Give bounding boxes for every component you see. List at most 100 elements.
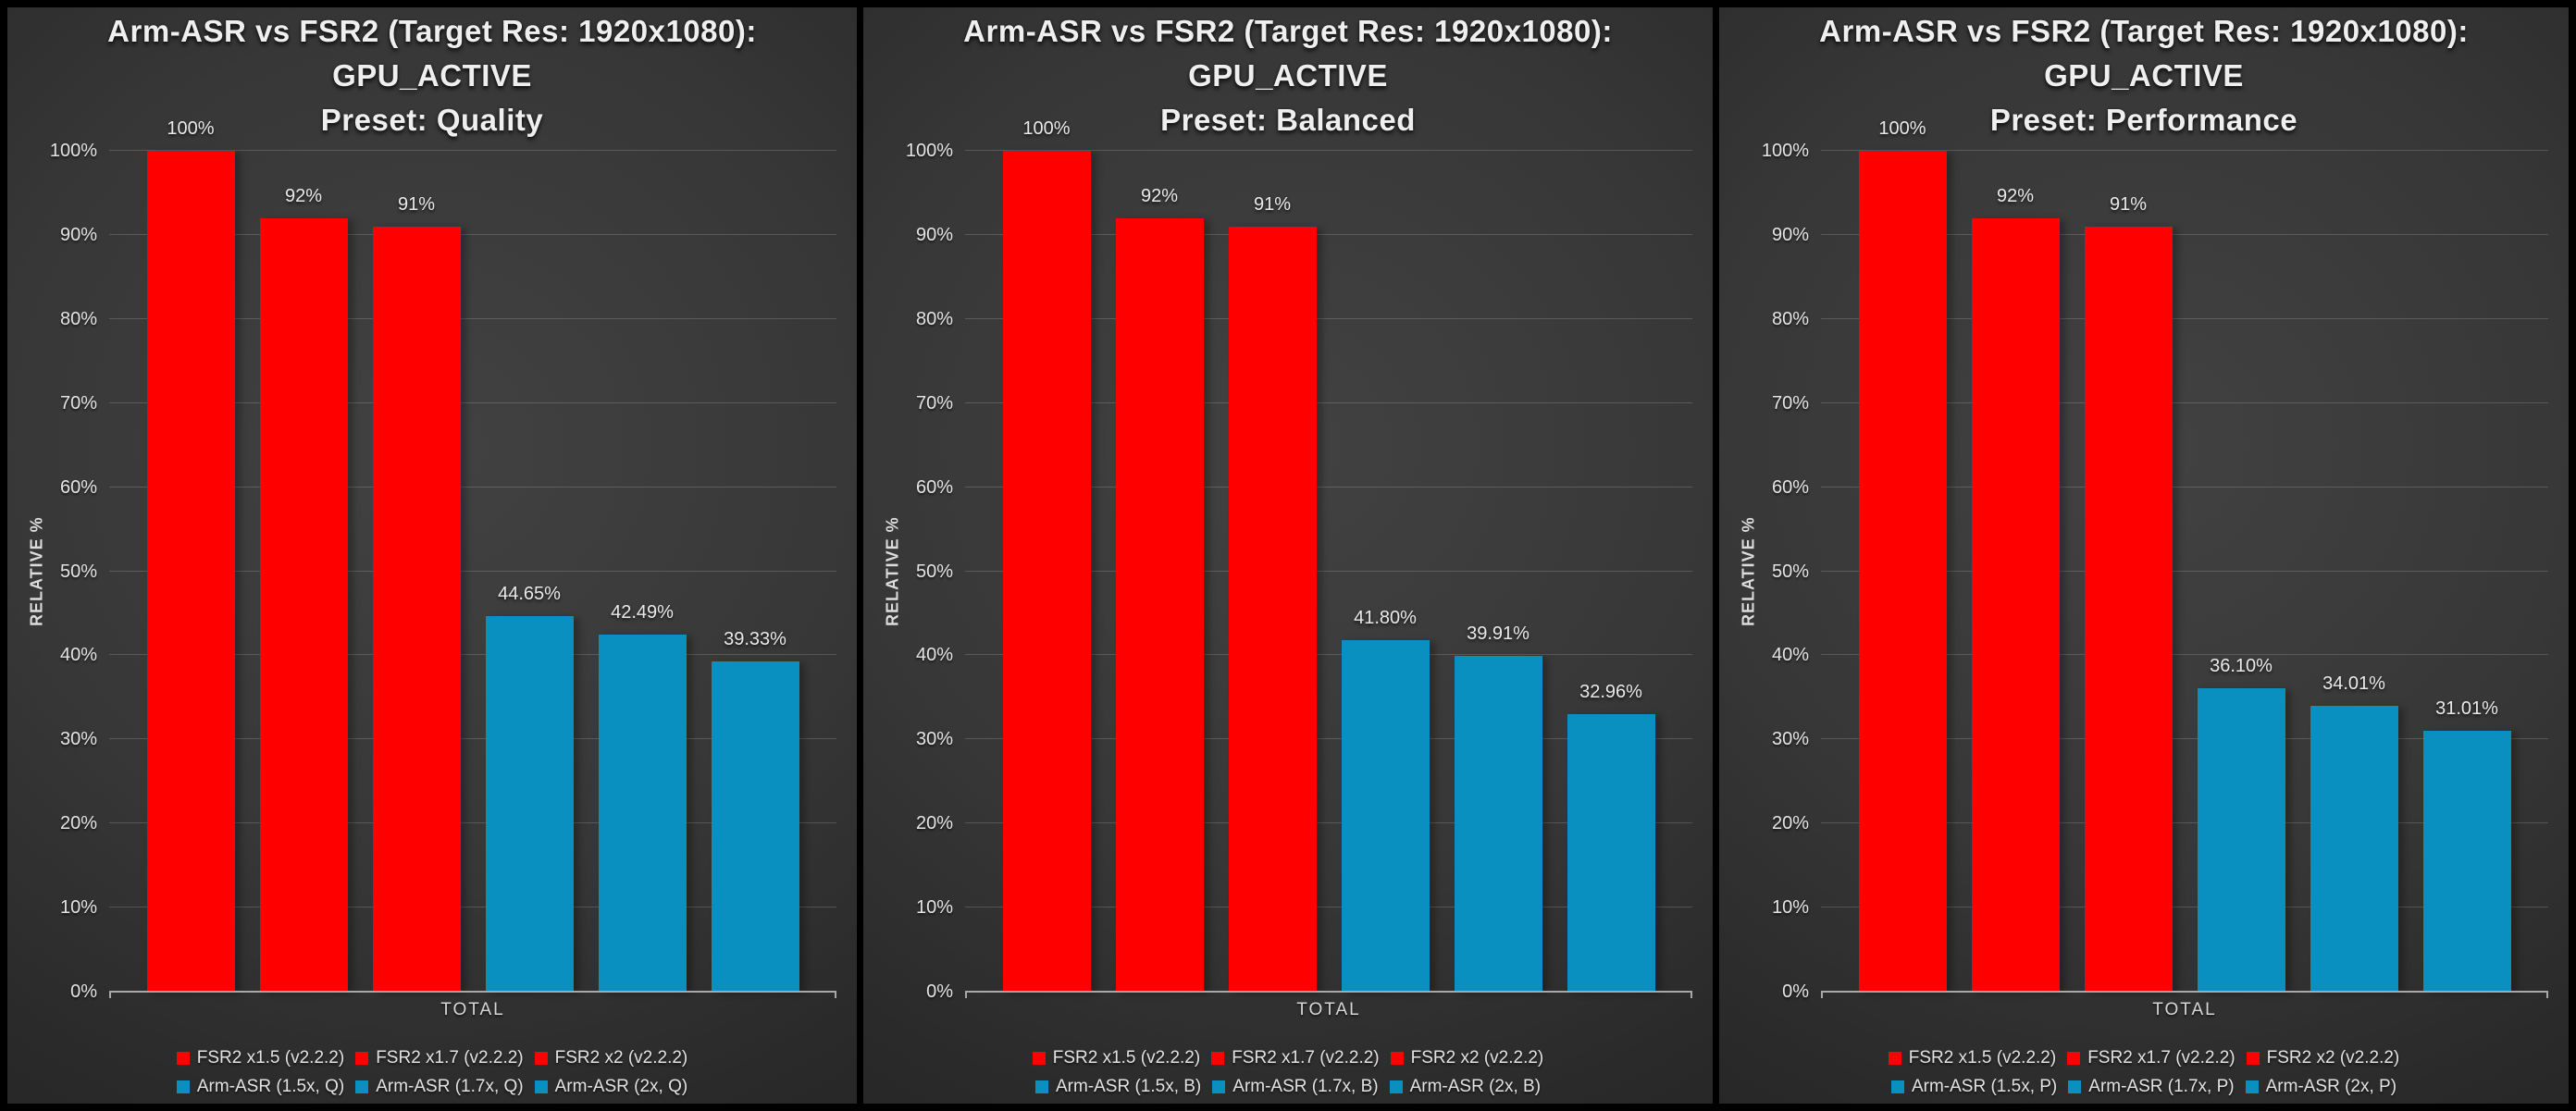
y-tick-label: 90%	[915, 224, 953, 245]
bar-value-label: 92%	[284, 185, 323, 206]
bar-value-label: 32.96%	[1579, 682, 1642, 703]
bar-slot: 31.01%	[2422, 151, 2511, 992]
legend-label: Arm-ASR (1.5x, Q)	[196, 1077, 345, 1096]
gridline-20	[965, 822, 1692, 824]
bar-slot: 39.91%	[1454, 151, 1542, 992]
chart-title-line-1: Arm-ASR vs FSR2 (Target Res: 1920x1080):	[107, 14, 757, 48]
legend-swatch-icon	[1890, 1080, 1904, 1093]
gridline-30	[109, 738, 836, 740]
chart-title: Arm-ASR vs FSR2 (Target Res: 1920x1080):…	[863, 9, 1713, 142]
legend-swatch-icon	[176, 1052, 190, 1065]
gridline-40	[1821, 654, 2548, 656]
gridline-60	[109, 486, 836, 488]
bar-value-label: 44.65%	[498, 584, 561, 605]
legend-item: Arm-ASR (1.5x, B)	[1034, 1077, 1202, 1097]
plot-area: 100% 92% 91% 44.65% 42.49% 39.33% TOTAL	[109, 118, 836, 1019]
legend-item: Arm-ASR (2x, P)	[2245, 1077, 2397, 1097]
gridline-70	[109, 401, 836, 403]
y-tick-label: 0%	[1782, 981, 1809, 1002]
legend-row: Arm-ASR (1.5x, B) Arm-ASR (1.7x, B) Arm-AS…	[1034, 1077, 1541, 1097]
legend-swatch-icon	[355, 1080, 369, 1093]
y-tick-label: 60%	[915, 476, 953, 498]
legend-label: FSR2 x2 (v2.2.2)	[554, 1048, 688, 1068]
chart-title-line-1: Arm-ASR vs FSR2 (Target Res: 1920x1080):	[963, 14, 1613, 48]
bar-value-label: 91%	[1253, 193, 1292, 215]
y-axis-tick-labels: 0% 10% 20% 30% 40% 50% 60% 70% 80% 90% 100%	[863, 141, 953, 1002]
bar-value-label: 42.49%	[611, 601, 674, 623]
legend-item: Arm-ASR (1.5x, Q)	[176, 1077, 345, 1097]
gridline-40	[109, 654, 836, 656]
legend-item: FSR2 x1.5 (v2.2.2)	[1032, 1048, 1200, 1068]
chart-title-line-1: Arm-ASR vs FSR2 (Target Res: 1920x1080):	[1819, 14, 2469, 48]
legend-swatch-icon	[534, 1080, 548, 1093]
bar-group: 100% 92% 91% 44.65% 42.49% 39.33%	[109, 118, 836, 992]
legend-label: Arm-ASR (1.7x, P)	[2088, 1077, 2235, 1096]
legend-swatch-icon	[1389, 1080, 1403, 1093]
gridline-100	[109, 150, 836, 151]
bar	[598, 634, 687, 992]
legend-label: FSR2 x1.5 (v2.2.2)	[1908, 1048, 2057, 1068]
bar-group: 100% 92% 91% 41.80% 39.91% 32.96%	[965, 118, 1692, 992]
legend-label: Arm-ASR (1.5x, B)	[1055, 1077, 1202, 1096]
bar-value-label: 39.33%	[724, 628, 786, 649]
legend-item: Arm-ASR (1.5x, P)	[1890, 1077, 2057, 1097]
x-category-label: TOTAL	[1296, 1000, 1361, 1019]
legend: FSR2 x1.5 (v2.2.2) FSR2 x1.7 (v2.2.2) FSR2…	[863, 1048, 1713, 1097]
bar-value-label: 41.80%	[1354, 608, 1417, 629]
bar	[1454, 656, 1542, 992]
y-tick-label: 30%	[915, 729, 953, 750]
legend-item: FSR2 x2 (v2.2.2)	[1390, 1048, 1543, 1068]
legend-label: FSR2 x1.7 (v2.2.2)	[2087, 1048, 2235, 1068]
legend-label: Arm-ASR (2x, P)	[2265, 1077, 2397, 1096]
bar-slot: 42.49%	[598, 151, 687, 992]
legend-label: Arm-ASR (1.7x, Q)	[376, 1077, 524, 1096]
x-axis-line	[965, 991, 1692, 998]
legend-swatch-icon	[1034, 1080, 1048, 1093]
y-tick-label: 30%	[59, 729, 97, 750]
bar-value-label: 39.91%	[1467, 623, 1530, 645]
bar	[1115, 217, 1204, 992]
y-tick-label: 40%	[59, 645, 97, 666]
legend-item: Arm-ASR (1.7x, B)	[1212, 1077, 1379, 1097]
y-tick-label: 60%	[59, 476, 97, 498]
gridline-20	[109, 822, 836, 824]
legend-item: FSR2 x1.7 (v2.2.2)	[355, 1048, 524, 1068]
legend-item: FSR2 x1.5 (v2.2.2)	[1888, 1048, 2057, 1068]
y-tick-label: 80%	[59, 308, 97, 329]
legend-item: FSR2 x2 (v2.2.2)	[534, 1048, 688, 1068]
y-tick-label: 100%	[49, 141, 97, 161]
gridline-60	[965, 486, 1692, 488]
bar-slot: 44.65%	[485, 151, 574, 992]
x-axis-left-tick	[965, 991, 967, 998]
y-tick-label: 10%	[1771, 897, 1809, 919]
legend: FSR2 x1.5 (v2.2.2) FSR2 x1.7 (v2.2.2) FSR2…	[1719, 1048, 2569, 1097]
chart-title: Arm-ASR vs FSR2 (Target Res: 1920x1080):…	[7, 9, 857, 142]
y-tick-label: 30%	[1771, 729, 1809, 750]
chart-panel-performance: Arm-ASR vs FSR2 (Target Res: 1920x1080):…	[1719, 7, 2569, 1104]
bar-value-label: 100%	[1878, 118, 1926, 139]
y-tick-label: 50%	[1771, 561, 1809, 582]
legend-swatch-icon	[1390, 1052, 1404, 1065]
gridline-90	[1821, 233, 2548, 235]
y-tick-label: 70%	[59, 392, 97, 414]
bar-slot: 92%	[1115, 151, 1204, 992]
bar-slot: 32.96%	[1567, 151, 1655, 992]
bar-value-label: 91%	[397, 193, 436, 215]
bar	[2084, 226, 2173, 992]
chart-title-line-3: Preset: Performance	[1989, 103, 2298, 137]
legend-item: FSR2 x1.7 (v2.2.2)	[2067, 1048, 2235, 1068]
legend-swatch-icon	[1211, 1052, 1225, 1065]
chart-title-line-3: Preset: Balanced	[1160, 103, 1416, 137]
gridline-50	[109, 570, 836, 572]
legend-label: Arm-ASR (2x, Q)	[554, 1077, 688, 1096]
bar-value-label: 91%	[2109, 193, 2148, 215]
chart-title: Arm-ASR vs FSR2 (Target Res: 1920x1080):…	[1719, 9, 2569, 142]
bar-value-label: 92%	[1996, 185, 2035, 206]
bar	[2197, 687, 2285, 992]
bar-slot: 36.10%	[2197, 151, 2285, 992]
bar-slot: 92%	[259, 151, 348, 992]
gridline-100	[965, 150, 1692, 151]
y-axis-tick-labels: 0% 10% 20% 30% 40% 50% 60% 70% 80% 90% 100%	[1719, 141, 1809, 1002]
legend-swatch-icon	[2245, 1080, 2259, 1093]
gridline-80	[1821, 317, 2548, 319]
